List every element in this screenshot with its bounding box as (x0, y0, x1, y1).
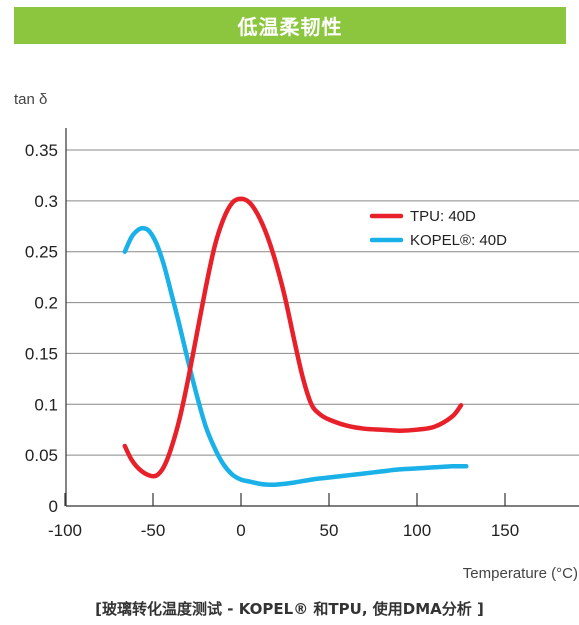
x-axis-label: Temperature (°C) (463, 565, 578, 582)
y-tick-label: 0.2 (34, 294, 58, 313)
y-tick-label: 0.05 (25, 446, 58, 465)
y-tick-label: 0 (49, 497, 58, 516)
header-title: 低温柔韧性 (237, 15, 343, 39)
legend-label: KOPEL®: 40D (410, 232, 507, 249)
series-line-tpu (122, 196, 464, 479)
x-tick-label: 100 (403, 521, 431, 540)
y-tick-label: 0.3 (34, 192, 58, 211)
x-tick-label: 50 (320, 521, 339, 540)
y-tick-label: 0.25 (25, 243, 58, 262)
y-tick-label: 0.1 (34, 395, 58, 414)
header-banner: 低温柔韧性 (14, 7, 566, 44)
x-tick-label: -100 (48, 521, 82, 540)
grid (66, 149, 579, 456)
series-lines (122, 196, 469, 488)
x-tick-label: 150 (491, 521, 519, 540)
axes: 0 0.05 0.1 0.15 0.2 0.25 0.3 0.35 -100 -50 0 50 100 1… (25, 128, 579, 540)
legend-label: TPU: 40D (410, 208, 476, 225)
y-tick-label: 0.15 (25, 344, 58, 363)
y-tick-label: 0.35 (25, 141, 58, 160)
legend: TPU: 40D KOPEL®: 40D (369, 208, 507, 249)
chart-caption: [玻璃转化温度测试 - KOPEL® 和TPU, 使用DMA分析 ] (95, 600, 484, 618)
x-tick-label: 0 (236, 521, 245, 540)
y-axis-label: tan δ (14, 91, 47, 108)
series-line-kopel (122, 225, 469, 488)
x-tick-label: -50 (141, 521, 166, 540)
